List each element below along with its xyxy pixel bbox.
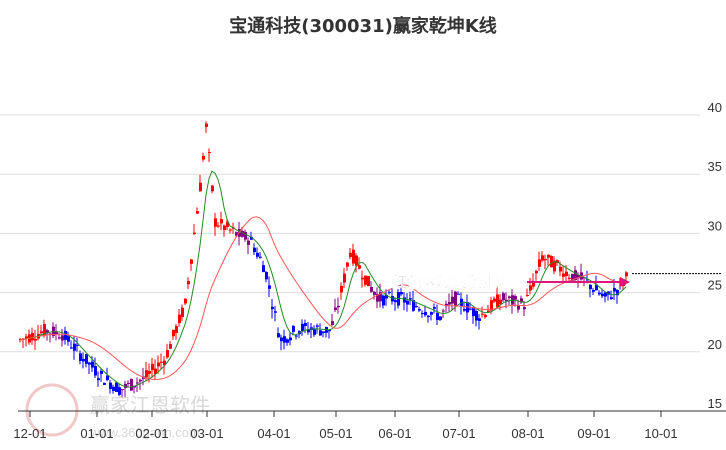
candles [19,121,628,398]
x-tick-label: 09-01 [577,426,610,441]
x-tick-label: 06-01 [378,426,411,441]
y-tick-label: 25 [708,278,722,293]
ma-short-line [19,170,627,388]
annotation: 红色区域波段走强 [392,273,630,291]
y-tick-label: 40 [708,100,722,115]
x-tick-label: 07-01 [442,426,475,441]
y-tick-label: 35 [708,159,722,174]
watermark-text: 赢家江恩软件 [90,394,210,417]
watermark-logo-icon [25,383,79,437]
x-axis: 12-01 01-01 02-01 03-01 04-01 05-01 06-01 07-01… [13,410,726,441]
x-tick-label: 10-01 [644,426,677,441]
x-tick-label: 12-01 [13,426,46,441]
y-axis: 15 20 25 30 35 40 [708,100,722,411]
ma-long-line [19,216,627,380]
x-tick-label: 08-01 [511,426,544,441]
x-tick-label: 05-01 [319,426,352,441]
watermark-url: www.360gann.com [89,425,200,440]
x-tick-label: 04-01 [257,426,290,441]
x-tick-label: 02-01 [135,426,168,441]
arrow-head-icon [620,277,630,287]
grid-lines [0,114,700,353]
y-tick-label: 20 [708,337,722,352]
x-tick-label: 03-01 [190,426,223,441]
moving-averages [19,170,627,388]
y-tick-label: 15 [708,396,722,411]
chart-title: 宝通科技(300031)赢家乾坤K线 [229,16,497,37]
y-tick-label: 30 [708,218,722,233]
annotation-text: 红色区域波段走强 [392,273,512,291]
x-tick-label: 01-01 [80,426,113,441]
